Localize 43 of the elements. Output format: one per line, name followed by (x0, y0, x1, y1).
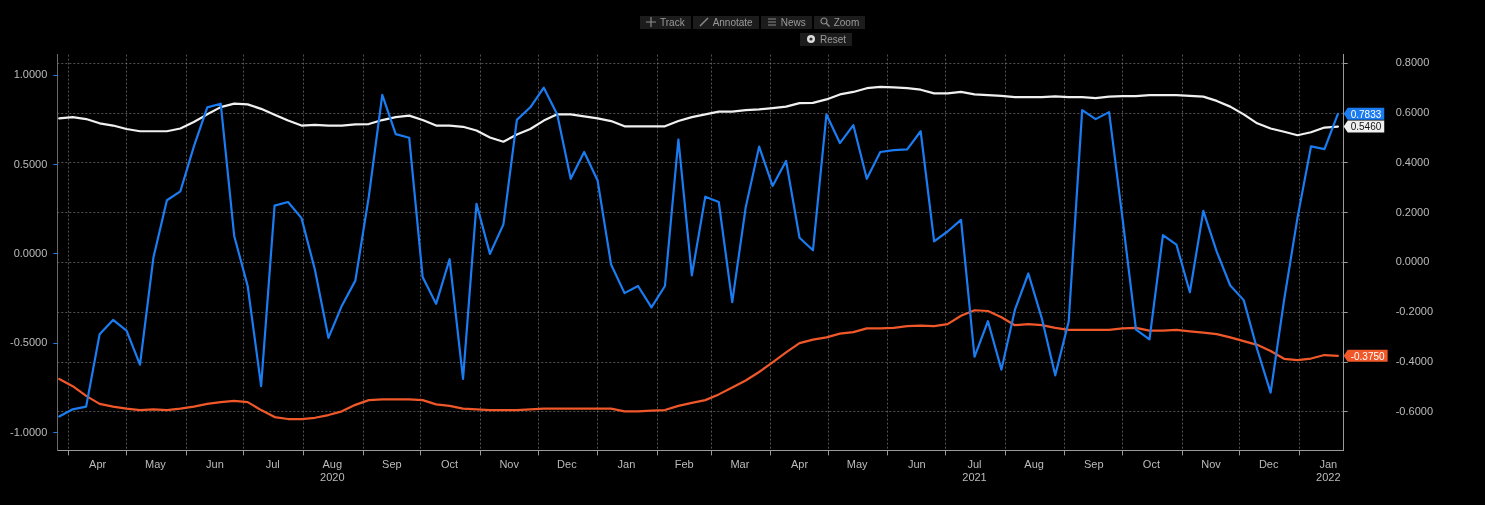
x-tick-label: Sep (1083, 458, 1104, 471)
x-tick-label: Jun (907, 458, 926, 471)
y2-tick-label: 0.2000 (1395, 205, 1430, 218)
x-tick-label: Jul 2021 (962, 458, 987, 484)
y-tick-label: -1.0000 (10, 425, 48, 438)
y2-tick-label: -0.2000 (1395, 305, 1433, 318)
y-tick-label: 0.5000 (13, 157, 48, 170)
x-tick-label: Dec (1258, 458, 1279, 471)
x-tick-label: Aug (1024, 458, 1044, 471)
x-tick-label: Feb (674, 458, 694, 471)
x-tick-label: Oct (441, 458, 459, 471)
x-tick-label: Apr (790, 458, 809, 471)
x-tick-label: Sep (382, 458, 402, 471)
y2-tick-label: 0.8000 (1395, 56, 1430, 69)
y2-tick-label: 0.4000 (1395, 155, 1430, 168)
y2-tick-label: -0.4000 (1395, 355, 1433, 368)
x-tick-label: Jan (617, 458, 636, 471)
text: Reset (820, 33, 847, 45)
text: Annotate (712, 16, 753, 28)
y2-tick-label: -0.6000 (1395, 404, 1433, 417)
text: Track (660, 16, 685, 28)
x-tick-label: Dec (557, 458, 578, 471)
x-tick-label: Jun (206, 458, 224, 471)
x-tick-label: Oct (1142, 458, 1160, 471)
y-tick-label: 0.0000 (13, 246, 48, 259)
x-tick-label: May (846, 458, 869, 471)
x-tick-label: Nov (499, 458, 520, 471)
x-tick-label: Apr (89, 458, 107, 471)
y2-tick-label: 0.0000 (1395, 255, 1430, 268)
x-tick-label: Jul (265, 458, 280, 471)
x-tick-label: May (144, 458, 167, 471)
text: News (780, 16, 806, 28)
x-tick-label: Aug 2020 (320, 458, 345, 484)
x-tick-label: Nov (1201, 458, 1222, 471)
y-tick-label: 1.0000 (13, 68, 48, 81)
x-tick-label: Jan 2022 (1316, 458, 1341, 484)
data-label: 0.7833 (1350, 108, 1382, 120)
y-tick-label: -0.5000 (10, 336, 48, 349)
x-tick-label: Mar (730, 458, 750, 471)
y2-tick-label: 0.6000 (1395, 106, 1430, 119)
text: Zoom (833, 16, 860, 28)
data-label: 0.5460 (1350, 121, 1382, 133)
data-label: -0.3750 (1350, 350, 1386, 362)
